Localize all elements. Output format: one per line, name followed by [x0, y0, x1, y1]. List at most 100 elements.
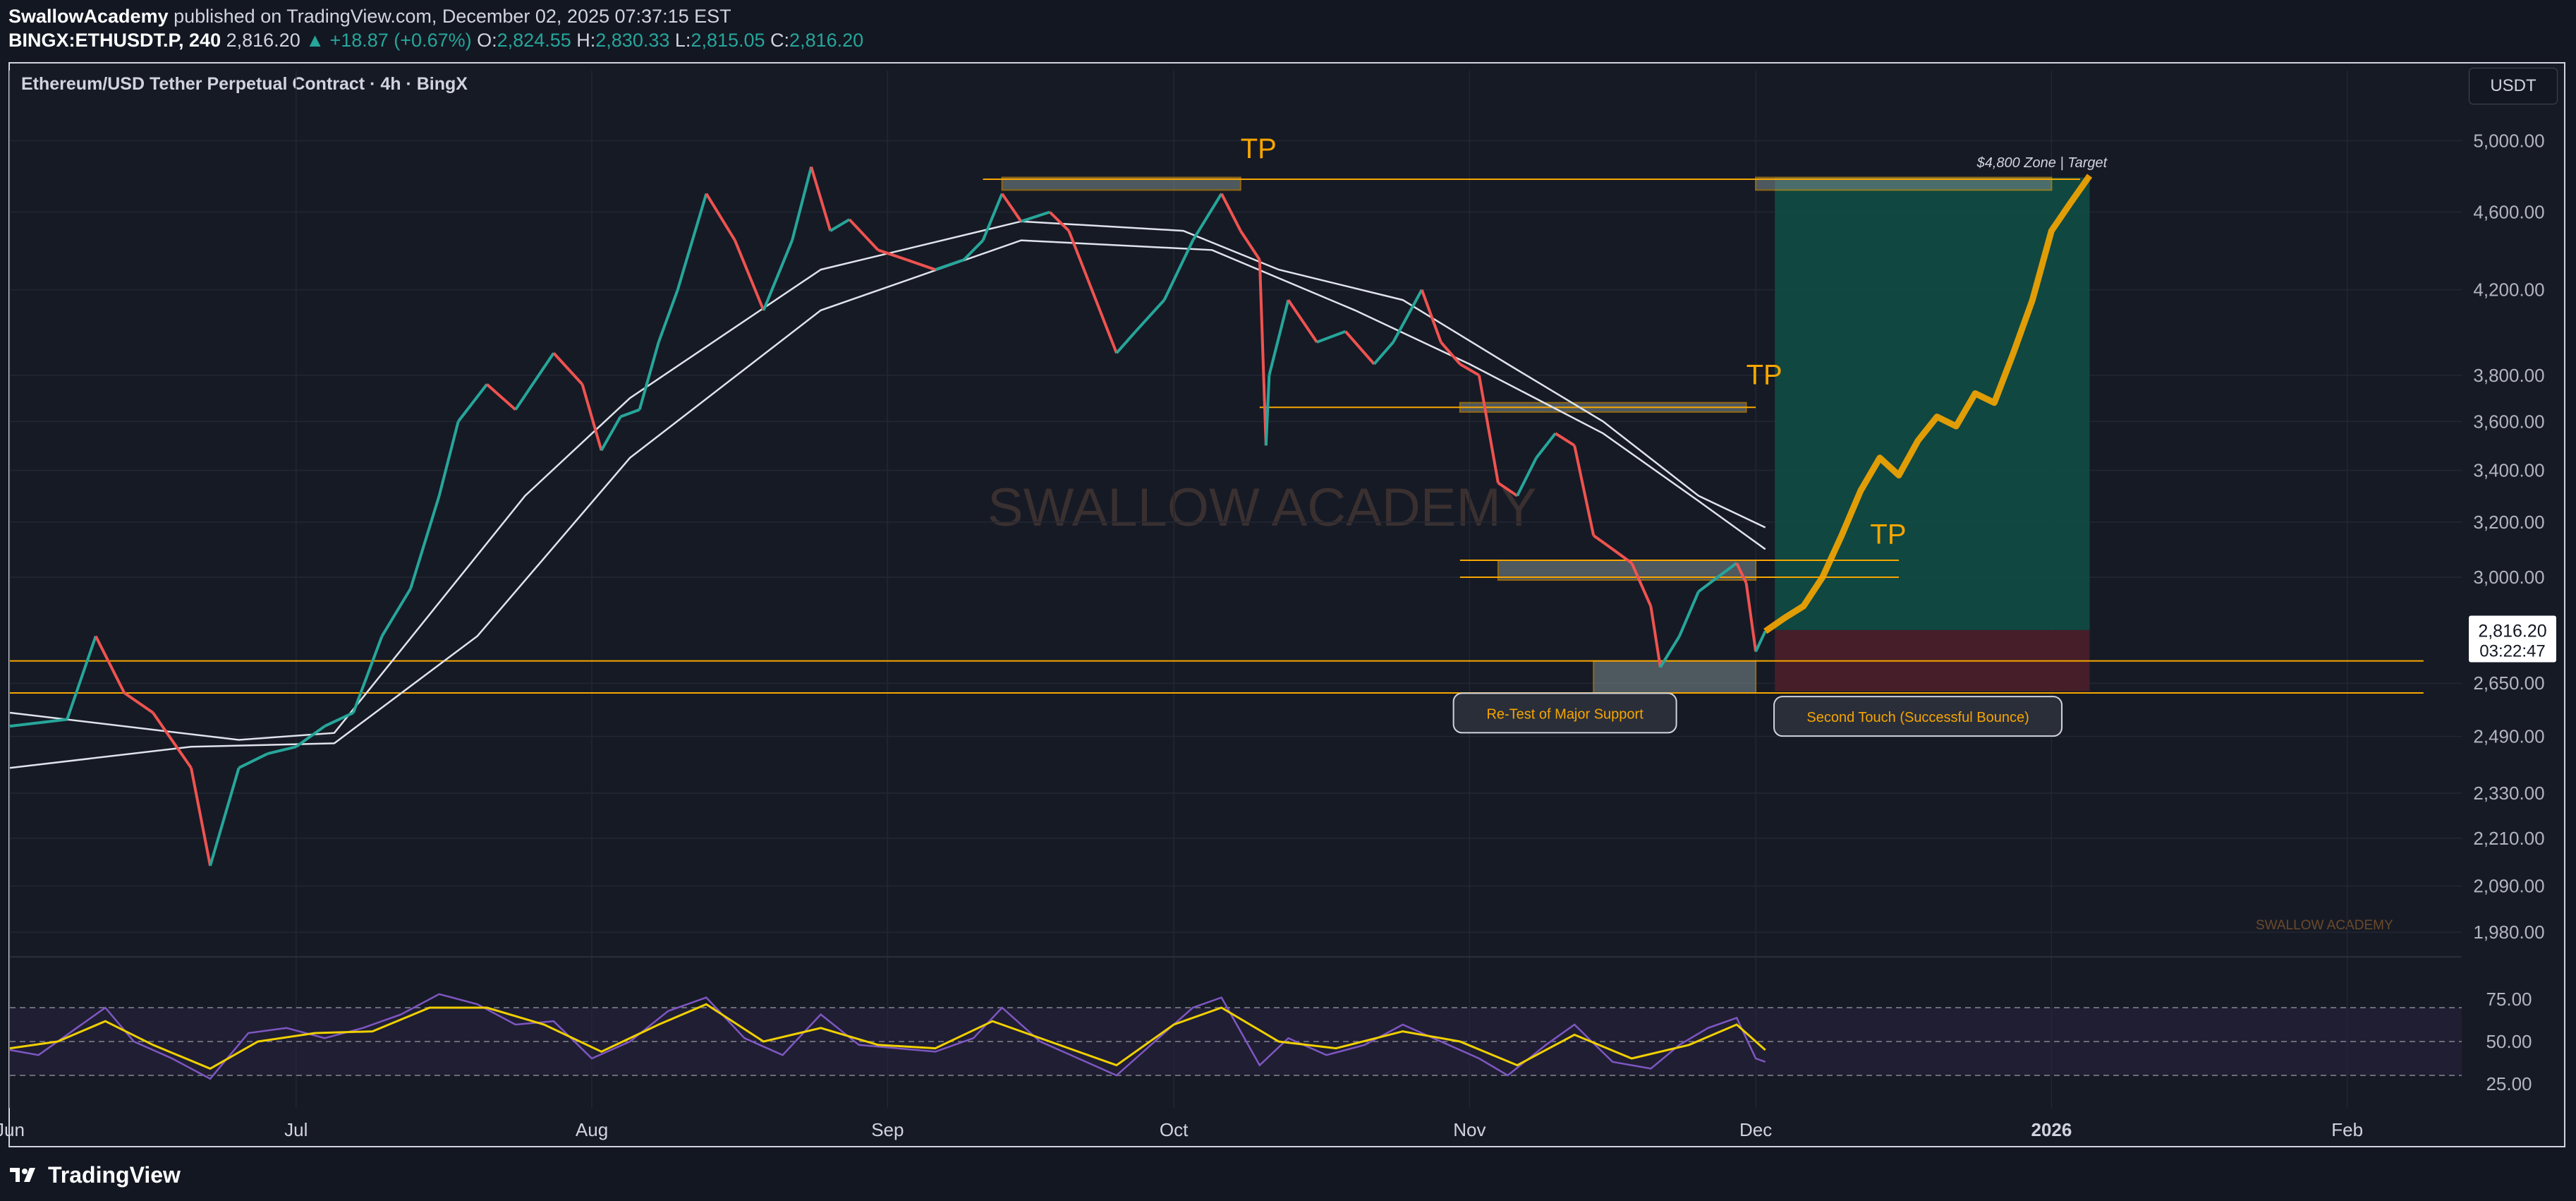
price-segment	[581, 384, 603, 451]
price-segment	[152, 711, 193, 769]
price-segment	[877, 248, 908, 262]
price-segment	[1021, 210, 1050, 223]
price-segment	[1555, 432, 1576, 447]
moving-average-line	[9, 239, 1766, 769]
price-segment	[1744, 582, 1758, 652]
price-segment	[94, 635, 126, 694]
price-segment	[791, 166, 813, 241]
price-segment	[619, 408, 640, 418]
x-tick-label: Feb	[2331, 1119, 2363, 1140]
price-segment	[9, 718, 68, 728]
countdown-label: 03:22:47	[2479, 642, 2545, 661]
last-price: 2,816.20	[226, 30, 300, 51]
price-segment	[552, 352, 583, 385]
price-segment	[1115, 330, 1137, 354]
high-label: H:	[576, 30, 596, 51]
symbol-label: BINGX:ETHUSDT.P, 240	[8, 30, 221, 51]
moving-averages	[9, 220, 1766, 769]
price-segment	[638, 342, 660, 411]
ohlc-legend: BINGX:ETHUSDT.P, 240 2,816.20 ▲ +18.87 (…	[8, 30, 863, 52]
price-segment	[1659, 635, 1681, 668]
y-tick-label: 3,200.00	[2473, 512, 2544, 533]
price-segment	[380, 588, 412, 637]
price-segment	[1612, 548, 1633, 565]
price-segment	[810, 166, 832, 231]
price-segment	[1000, 193, 1023, 222]
price-segment	[1716, 562, 1738, 579]
last-price-badge	[2469, 615, 2556, 663]
price-segment	[1373, 341, 1395, 366]
axes: 5,000.00 4,600.00 4,200.00 3,800.00 3,600.00…	[0, 131, 2556, 1140]
price-segment	[267, 745, 297, 756]
tradingview-wordmark: TradingView	[48, 1161, 181, 1188]
price-segment	[848, 218, 880, 251]
y-tick-label: 3,400.00	[2473, 459, 2544, 481]
price-segment	[1735, 562, 1748, 584]
price-segment	[1630, 562, 1653, 607]
price-change: ▲ +18.87 (+0.67%)	[305, 30, 472, 51]
price-segment	[1287, 299, 1318, 344]
highlight-zone	[1001, 176, 1241, 191]
callout-text: Re-Test of Major Support	[1486, 706, 1644, 722]
price-segment	[1459, 363, 1480, 377]
moving-average-line	[9, 220, 1766, 741]
price-segment	[238, 752, 269, 769]
price-segment	[409, 495, 441, 589]
rsi-tick-label: 75.00	[2486, 989, 2532, 1010]
price-segment	[324, 711, 354, 728]
price-segment	[1697, 576, 1719, 593]
price-segment	[1258, 260, 1268, 446]
price-segment	[1086, 279, 1118, 354]
callout-text: Second Touch (Successful Bounce)	[1806, 710, 2029, 725]
tradingview-logo[interactable]: TradingView	[8, 1161, 181, 1189]
target-zone	[1775, 177, 2090, 630]
price-segment	[1067, 230, 1090, 281]
price-segment	[1754, 630, 1767, 653]
price-segment	[1392, 289, 1423, 343]
low-label: L:	[674, 30, 691, 51]
y-tick-label: 2,650.00	[2473, 672, 2544, 694]
author-name[interactable]: SwallowAcademy	[8, 6, 169, 27]
price-segment	[1134, 298, 1166, 333]
close-value: 2,816.20	[789, 30, 864, 51]
tradingview-icon	[10, 1168, 35, 1182]
low-value: 2,815.05	[691, 30, 765, 51]
price-segment	[209, 767, 241, 867]
y-tick-label: 2,330.00	[2473, 783, 2544, 804]
price-segment	[1573, 445, 1596, 536]
small-watermark: SWALLOW ACADEMY	[2256, 918, 2393, 933]
y-tick-label: 3,800.00	[2473, 365, 2544, 386]
price-segment	[1162, 239, 1194, 301]
y-tick-label: 2,490.00	[2473, 726, 2544, 747]
price-segment	[676, 193, 708, 291]
currency-button[interactable]: USDT	[2469, 68, 2558, 104]
price-segment	[1516, 457, 1538, 497]
y-tick-label: 4,600.00	[2473, 201, 2544, 222]
y-tick-label: 3,000.00	[2473, 567, 2544, 588]
x-tick-label: Nov	[1453, 1119, 1486, 1140]
price-segment	[1649, 605, 1662, 668]
background-watermark: SWALLOW ACADEMY	[988, 478, 1536, 538]
callout-box	[1452, 692, 1677, 734]
open-label: O:	[477, 30, 497, 51]
target-label: $4,800 Zone | Target	[1976, 155, 2108, 171]
price-segment	[514, 352, 555, 411]
price-segment	[1048, 211, 1070, 232]
rsi-tick-label: 50.00	[2486, 1031, 2532, 1052]
chart-legend-title: Ethereum/USD Tether Perpetual Contract ·…	[21, 74, 468, 94]
price-segment	[1440, 341, 1462, 366]
grid-lines	[9, 71, 2462, 1108]
price-segment	[1678, 591, 1700, 637]
price-segment	[600, 416, 622, 452]
chart-frame[interactable]	[8, 62, 2565, 1147]
y-tick-label: 5,000.00	[2473, 131, 2544, 152]
price-segment	[1239, 229, 1261, 261]
price-segment	[1316, 330, 1347, 344]
close-label: C:	[770, 30, 790, 51]
price-segment	[705, 193, 736, 241]
tp-label: TP	[1870, 519, 1906, 550]
price-series	[9, 166, 2093, 867]
price-segment	[906, 258, 936, 272]
price-segment	[1593, 534, 1614, 550]
